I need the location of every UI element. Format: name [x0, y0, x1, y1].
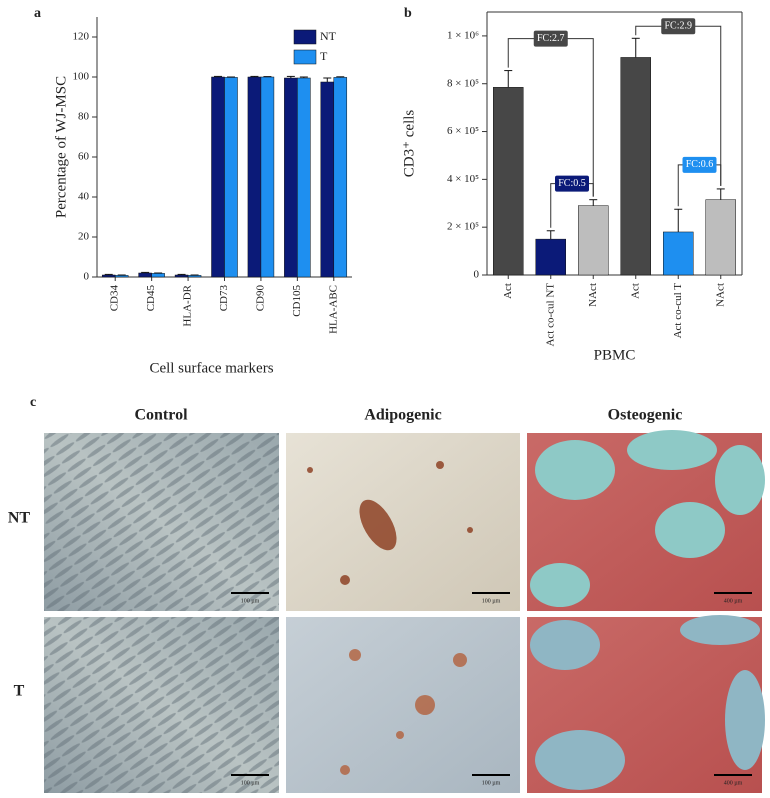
column-header: Osteogenic [608, 407, 683, 424]
bar [663, 231, 694, 276]
scale-bar-label: 400 µm [724, 598, 743, 604]
cell-texture [44, 617, 279, 793]
bar [138, 272, 152, 278]
x-tick-label: NAct [587, 283, 599, 307]
y-tick-label: 4 × 10⁵ [447, 173, 479, 185]
panel-label: c [30, 395, 36, 410]
bar [101, 274, 116, 278]
annotation-box [533, 30, 568, 47]
scale-bar-label: 100 µm [241, 598, 260, 604]
y-tick-label: 80 [78, 111, 90, 123]
y-tick-label: 100 [73, 71, 90, 83]
annotation-box [555, 175, 589, 192]
y-tick-label: 120 [73, 31, 90, 43]
micrograph-panel: c Control Adipogenic Osteogenic NT T [8, 395, 765, 793]
bar [705, 199, 736, 276]
scale-bar-label: 100 µm [241, 780, 260, 786]
y-tick-label: 0 [474, 269, 480, 281]
scale-bar-label: 100 µm [482, 780, 501, 786]
y-tick-label: 40 [78, 191, 90, 203]
bar [174, 274, 189, 278]
x-tick-label: CD90 [254, 285, 266, 312]
bar [187, 275, 202, 278]
scale-bar-label: 100 µm [482, 598, 501, 604]
legend-label: NT [320, 29, 337, 43]
annotation-box [661, 18, 696, 35]
scale-bar-label: 400 µm [724, 780, 743, 786]
x-tick-label: HLA-ABC [327, 285, 339, 334]
y-tick-label: 0 [84, 271, 90, 283]
row-header: NT [8, 510, 31, 527]
annotation: FC:2.7 [537, 33, 565, 44]
micrograph [286, 433, 520, 611]
annotation: FC:0.5 [558, 178, 586, 189]
bar [224, 77, 238, 278]
annotation: FC:2.9 [664, 21, 692, 32]
y-tick-label: 2 × 10⁵ [447, 221, 479, 233]
bar [260, 76, 275, 278]
y-tick-label: 6 × 10⁵ [447, 125, 479, 137]
x-axis-label: PBMC [594, 347, 636, 363]
bar [493, 87, 524, 276]
x-tick-label: CD105 [291, 285, 303, 317]
column-header: Adipogenic [364, 407, 441, 424]
x-tick-label: HLA-DR [182, 284, 194, 326]
annotation-box [682, 156, 717, 173]
cell-texture [44, 433, 279, 611]
x-tick-label: Act [502, 283, 514, 299]
bar [578, 205, 609, 276]
bar [320, 81, 335, 278]
panel-label: b [404, 6, 412, 21]
x-tick-label: CD73 [218, 285, 230, 312]
y-axis-label: Percentage of WJ-MSC [53, 76, 69, 218]
bar [151, 273, 165, 278]
legend-swatch [293, 29, 317, 45]
unstained-areas [530, 430, 765, 607]
legend-swatch [293, 49, 317, 65]
bar [620, 57, 651, 276]
bar [284, 77, 298, 278]
annotation: FC:0.6 [686, 159, 714, 170]
x-tick-label: Act co-cul T [672, 283, 684, 339]
x-axis-label: Cell surface markers [149, 360, 273, 376]
panel-label: a [34, 6, 41, 21]
bar [247, 76, 262, 278]
column-header: Control [134, 407, 188, 424]
legend-label: T [320, 49, 328, 63]
y-tick-label: 8 × 10⁵ [447, 77, 479, 89]
x-tick-label: CD45 [145, 285, 157, 312]
micrograph [286, 617, 520, 793]
x-tick-label: Act [629, 283, 641, 299]
bar [333, 77, 348, 278]
bar [297, 77, 311, 278]
bar [211, 76, 225, 278]
x-tick-label: CD34 [109, 285, 121, 312]
bar [114, 275, 129, 278]
y-tick-label: 1 × 10⁶ [447, 29, 479, 41]
x-tick-label: Act co-cul NT [544, 283, 556, 347]
bar [535, 238, 566, 276]
x-tick-label: NAct [714, 283, 726, 307]
unstained-areas [530, 615, 765, 790]
lipid-droplets [340, 649, 467, 775]
row-header: T [14, 683, 25, 700]
lipid-droplets [307, 461, 473, 585]
y-tick-label: 20 [78, 231, 90, 243]
y-axis-label: CD3⁺ cells [401, 110, 417, 178]
y-tick-label: 60 [78, 151, 90, 163]
